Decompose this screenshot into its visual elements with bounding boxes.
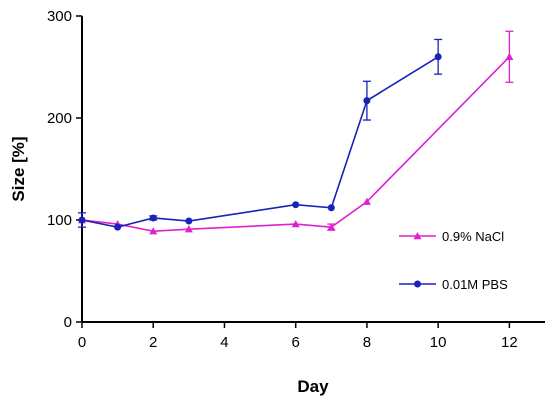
series-2 xyxy=(78,38,443,231)
series-line xyxy=(81,56,439,228)
series-layer xyxy=(78,30,514,235)
x-tick-label: 2 xyxy=(149,334,157,351)
data-point xyxy=(114,223,122,231)
x-tick-label: 0 xyxy=(78,334,86,351)
y-tick-label: 100 xyxy=(47,212,72,229)
legend-item: 0.9% NaCl xyxy=(399,229,504,244)
data-point xyxy=(363,97,371,105)
data-point xyxy=(505,52,514,60)
data-point xyxy=(149,227,158,235)
x-tick-label: 4 xyxy=(220,334,228,351)
data-point xyxy=(185,217,193,225)
data-point xyxy=(292,201,300,209)
ticks: 0 2 4 6 8 10 12 0 100 200 300 xyxy=(47,8,518,351)
axes xyxy=(81,16,545,323)
legend-marker xyxy=(413,232,422,240)
data-point xyxy=(78,216,86,224)
data-point xyxy=(327,223,336,231)
x-axis-title: Day xyxy=(297,377,329,396)
data-point xyxy=(362,197,371,205)
x-tick-label: 12 xyxy=(501,334,518,351)
data-point xyxy=(149,214,157,222)
legend-item: 0.01M PBS xyxy=(399,277,508,292)
x-tick-label: 8 xyxy=(363,334,371,351)
y-tick-label: 200 xyxy=(47,110,72,127)
x-tick-label: 10 xyxy=(430,334,447,351)
data-point xyxy=(434,53,442,61)
y-axis-title: Size [%] xyxy=(9,136,28,201)
legend-label: 0.9% NaCl xyxy=(442,229,504,244)
y-tick-label: 300 xyxy=(47,8,72,25)
x-tick-label: 6 xyxy=(292,334,300,351)
data-point xyxy=(184,225,193,233)
legend-marker xyxy=(414,280,421,288)
data-point xyxy=(327,204,335,212)
legend-label: 0.01M PBS xyxy=(442,277,508,292)
y-tick-label: 0 xyxy=(64,314,72,331)
legend: 0.9% NaCl 0.01M PBS xyxy=(399,229,508,292)
data-point xyxy=(291,220,300,228)
